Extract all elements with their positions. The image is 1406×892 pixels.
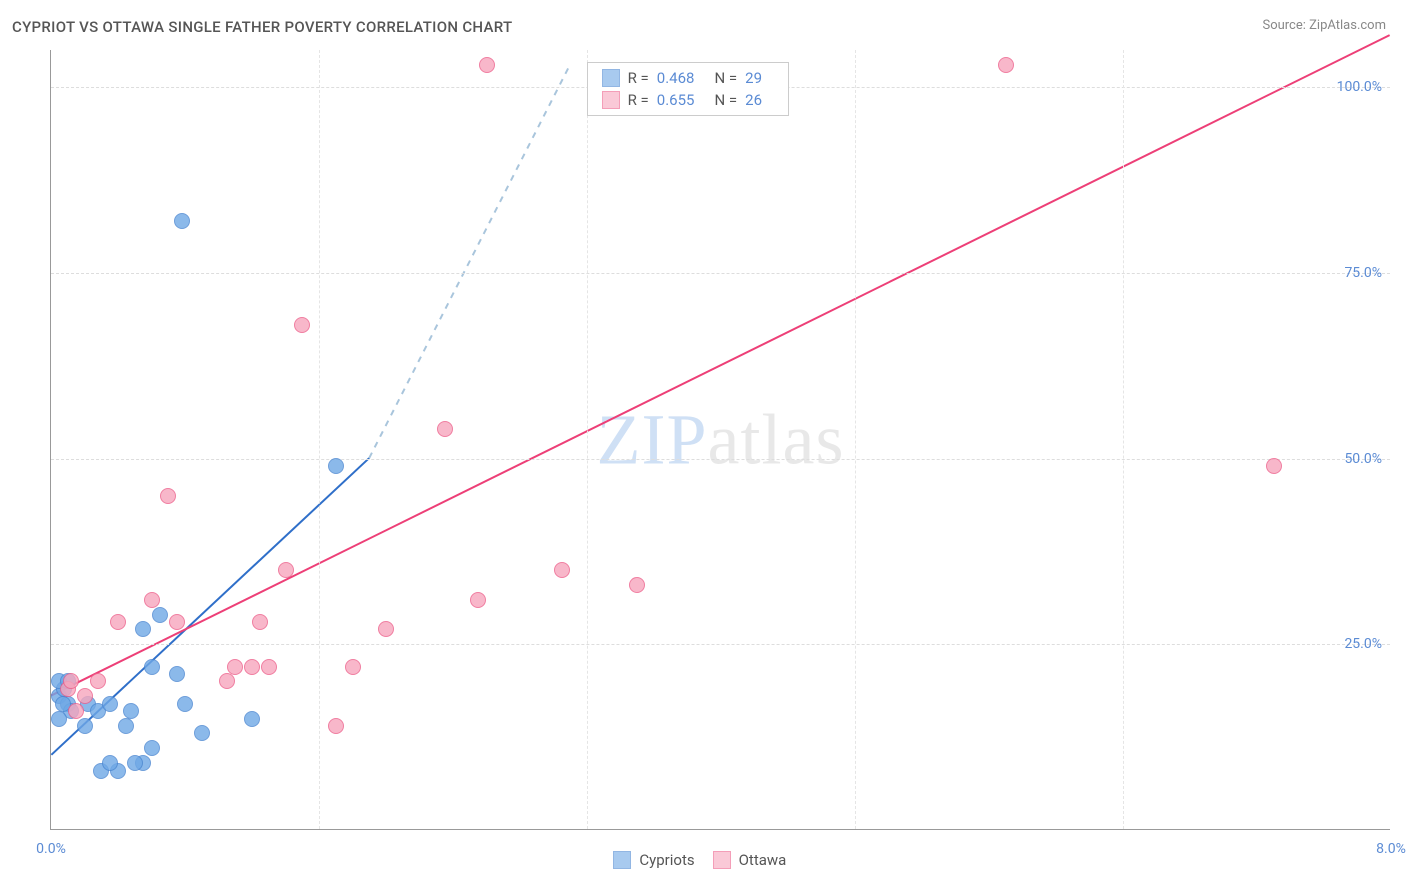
legend-swatch — [602, 91, 620, 109]
series-legend-label: Cypriots — [639, 851, 694, 869]
legend-swatch — [713, 851, 731, 869]
scatter-point — [227, 659, 243, 675]
scatter-point — [123, 703, 139, 719]
scatter-point — [135, 621, 151, 637]
gridline-horizontal — [51, 273, 1390, 274]
watermark-atlas: atlas — [708, 399, 845, 479]
gridline-vertical — [1123, 50, 1124, 829]
scatter-point — [219, 673, 235, 689]
x-tick-label: 0.0% — [36, 841, 66, 857]
legend-swatch — [602, 69, 620, 87]
scatter-point — [328, 458, 344, 474]
legend-r-label: R = — [628, 69, 649, 87]
series-legend-label: Ottawa — [739, 851, 787, 869]
gridline-vertical — [855, 50, 856, 829]
scatter-point — [144, 592, 160, 608]
legend-r-value: 0.655 — [657, 91, 695, 109]
scatter-point — [63, 673, 79, 689]
legend-r-label: R = — [628, 91, 649, 109]
legend-n-label: N = — [714, 69, 737, 87]
scatter-point — [261, 659, 277, 675]
legend-swatch — [613, 851, 631, 869]
scatter-point — [194, 725, 210, 741]
gridline-vertical — [319, 50, 320, 829]
scatter-point — [152, 607, 168, 623]
legend-n-value: 26 — [745, 91, 762, 109]
series-legend-item: Ottawa — [713, 851, 787, 869]
scatter-point — [68, 703, 84, 719]
chart-container: CYPRIOT VS OTTAWA SINGLE FATHER POVERTY … — [0, 0, 1406, 892]
scatter-point — [144, 659, 160, 675]
scatter-point — [144, 740, 160, 756]
scatter-point — [294, 317, 310, 333]
scatter-point — [160, 488, 176, 504]
scatter-point — [629, 577, 645, 593]
gridline-vertical — [587, 50, 588, 829]
gridline-horizontal — [51, 644, 1390, 645]
scatter-point — [278, 562, 294, 578]
scatter-point — [470, 592, 486, 608]
scatter-point — [102, 696, 118, 712]
scatter-point — [118, 718, 134, 734]
scatter-point — [51, 711, 67, 727]
scatter-point — [1266, 458, 1282, 474]
scatter-point — [102, 755, 118, 771]
x-tick-label: 8.0% — [1376, 841, 1406, 857]
legend-n-label: N = — [714, 91, 737, 109]
scatter-point — [378, 621, 394, 637]
legend-r-value: 0.468 — [657, 69, 695, 87]
scatter-point — [177, 696, 193, 712]
source-label: Source: ZipAtlas.com — [1262, 18, 1386, 33]
scatter-point — [127, 755, 143, 771]
correlation-legend-row: R = 0.468 N = 29 — [588, 67, 788, 89]
y-tick-label: 100.0% — [1337, 79, 1382, 95]
correlation-legend-row: R = 0.655 N = 26 — [588, 89, 788, 111]
y-tick-label: 50.0% — [1344, 451, 1382, 467]
scatter-point — [169, 666, 185, 682]
correlation-legend: R = 0.468 N = 29 R = 0.655 N = 26 — [587, 62, 789, 116]
watermark-zip: ZIP — [597, 399, 708, 479]
scatter-point — [110, 614, 126, 630]
scatter-point — [554, 562, 570, 578]
legend-n-value: 29 — [745, 69, 762, 87]
watermark: ZIPatlas — [597, 398, 845, 481]
scatter-point — [169, 614, 185, 630]
scatter-point — [244, 659, 260, 675]
chart-title: CYPRIOT VS OTTAWA SINGLE FATHER POVERTY … — [12, 18, 512, 36]
plot-area: ZIPatlas 25.0%50.0%75.0%100.0%0.0%8.0%R … — [50, 50, 1390, 830]
scatter-point — [479, 57, 495, 73]
y-tick-label: 25.0% — [1344, 636, 1382, 652]
scatter-point — [328, 718, 344, 734]
scatter-point — [90, 673, 106, 689]
scatter-point — [77, 718, 93, 734]
scatter-point — [998, 57, 1014, 73]
series-legend: Cypriots Ottawa — [613, 851, 786, 869]
scatter-point — [437, 421, 453, 437]
scatter-point — [77, 688, 93, 704]
scatter-point — [244, 711, 260, 727]
scatter-point — [252, 614, 268, 630]
scatter-point — [345, 659, 361, 675]
y-tick-label: 75.0% — [1344, 265, 1382, 281]
gridline-horizontal — [51, 459, 1390, 460]
scatter-point — [174, 213, 190, 229]
series-legend-item: Cypriots — [613, 851, 694, 869]
